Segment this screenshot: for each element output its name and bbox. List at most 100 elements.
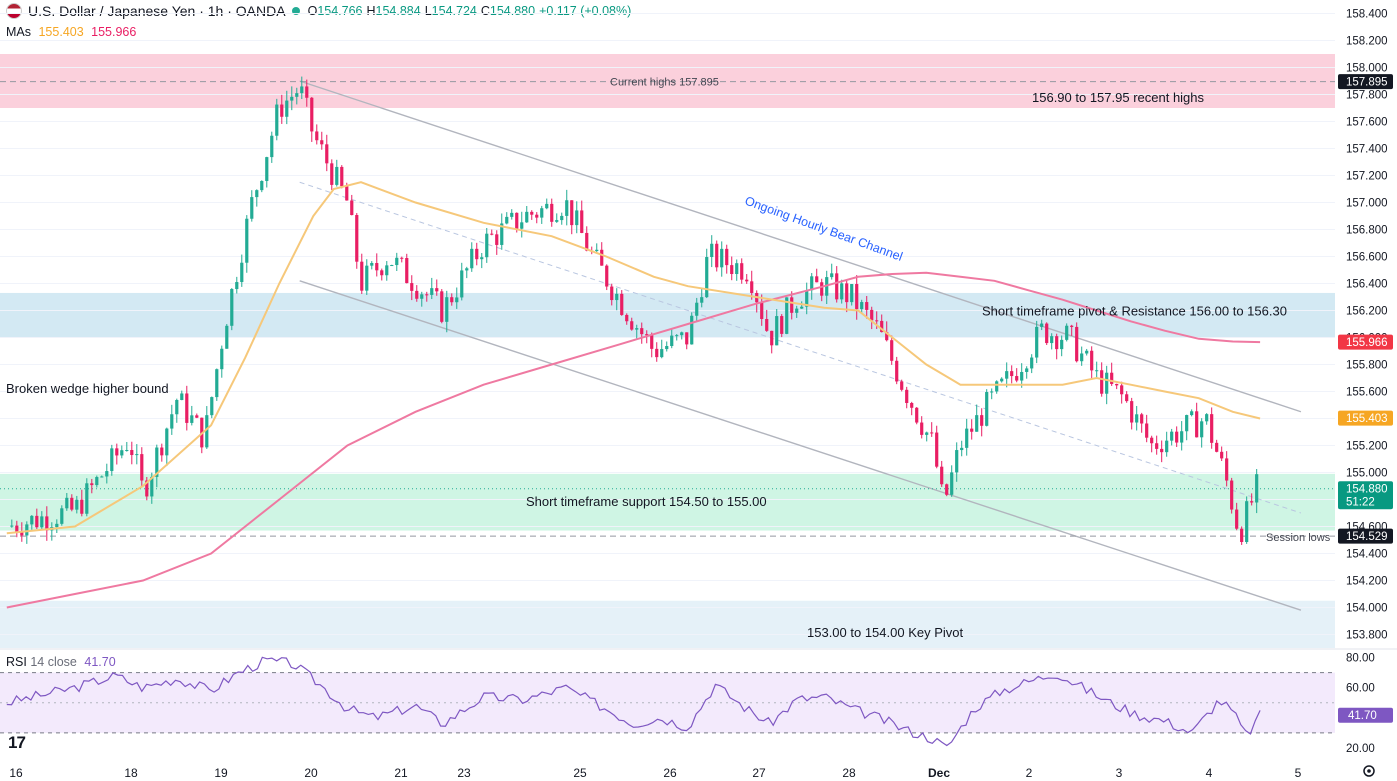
candle-body [940,466,944,485]
candle-body [440,291,444,322]
candle-body [365,265,369,291]
candle-body [215,369,219,398]
candle-body [1045,323,1049,344]
candle-body [330,163,334,185]
candle-body [195,415,199,418]
candle-body [275,104,279,136]
candle-body [390,265,394,267]
candle-body [600,249,604,266]
candle-body [695,302,699,316]
candle-body [770,330,774,346]
candle-body [565,200,569,216]
candle-body [935,432,939,467]
candle-body [45,516,49,531]
candle-body [1210,414,1214,443]
ma-fast-value: 155.403 [38,25,84,39]
candle-body [525,211,529,223]
candle-body [230,289,234,326]
candle-body [500,223,504,245]
candle-body [495,234,499,245]
candle-body [1125,394,1129,402]
candle-body [75,499,79,510]
y-tick-label: 154.400 [1346,549,1388,561]
y-tick-label: 154.000 [1346,603,1388,615]
candle-body [85,483,89,514]
candle-body [165,428,169,456]
tradingview-logo[interactable]: 17 [8,733,26,752]
candle-body [795,308,799,313]
candle-body [20,531,24,536]
candle-body [255,190,259,198]
candle-body [650,335,654,349]
candle-body [175,399,179,415]
candle-body [1100,370,1104,394]
candle-body [125,450,129,452]
y-tick-label: 158.200 [1346,36,1388,48]
candle-body [660,349,664,358]
candle-body [1230,480,1234,510]
x-tick-label: 4 [1206,766,1213,780]
gear-ring [1363,765,1375,777]
annotation-broken-wedge: Broken wedge higher bound [6,381,169,396]
candle-body [1130,401,1134,423]
candle-body [1205,414,1209,422]
candle-body [700,297,704,303]
candle-body [385,265,389,276]
ohlc-c-label: C [480,4,490,18]
candle-body [1255,474,1259,503]
usd-jpy-flag-icon [6,3,22,19]
candle-body [560,215,564,221]
candle-body [835,273,839,300]
candle-body [840,283,844,300]
candle-body [1220,451,1224,459]
chart-header: U.S. Dollar / Japanese Yen · 1h · OANDA … [6,3,635,19]
rsi-legend[interactable]: RSI 14 close 41.70 [6,655,116,669]
candle-body [1015,376,1019,381]
candle-body [95,477,99,486]
settings-gear-icon[interactable] [1363,765,1375,777]
ohlc-o-value: 154.766 [317,4,363,18]
candle-body [1150,437,1154,444]
candle-body [1065,325,1069,340]
zone-label-support: Short timeframe support 154.50 to 155.00 [526,494,767,509]
candle-body [180,393,184,400]
x-tick-label: 26 [663,766,677,780]
candle-body [340,166,344,187]
candle-body [55,523,59,528]
candle-body [880,320,884,333]
candle-body [360,261,364,291]
candle-body [830,273,834,278]
zone-label-resistance: Short timeframe pivot & Resistance 156.0… [982,304,1287,319]
candle-body [345,186,349,201]
candle-body [1140,414,1144,424]
candle-body [785,297,789,334]
candle-body [1030,357,1034,369]
y-tick-label: 154.200 [1346,576,1388,588]
rsi-label: RSI [6,655,27,669]
price-tag [1338,74,1393,90]
candle-body [380,270,384,276]
ma-legend[interactable]: MAs 155.403 155.966 [6,25,136,39]
label-session-lows: Session lows [1266,532,1331,544]
candle-body [995,381,999,392]
candle-body [150,476,154,497]
candle-body [965,428,969,448]
candle-body [135,454,139,456]
channel-upper-line [299,80,1302,413]
candle-body [430,288,434,295]
candle-body [980,415,984,426]
rsi-tick-label: 20.00 [1346,743,1375,755]
candle-body [760,302,764,319]
candle-body [145,480,149,497]
x-tick-label: 21 [394,766,408,780]
y-tick-label: 153.800 [1346,630,1388,642]
ohlc-l-value: 154.724 [431,4,477,18]
symbol-title[interactable]: U.S. Dollar / Japanese Yen · 1h · OANDA [28,3,286,19]
candle-body [680,332,684,336]
candle-body [1105,372,1109,394]
y-tick-label: 158.400 [1346,9,1388,21]
candle-body [375,263,379,271]
ohlc-l-label: L [424,4,432,18]
candle-body [1010,371,1014,377]
